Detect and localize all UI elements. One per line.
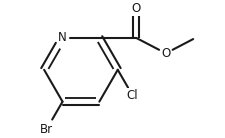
Text: N: N [58,31,67,44]
Text: O: O [131,2,140,15]
Text: Br: Br [40,123,53,136]
Text: Cl: Cl [126,89,138,102]
Text: O: O [160,47,170,60]
